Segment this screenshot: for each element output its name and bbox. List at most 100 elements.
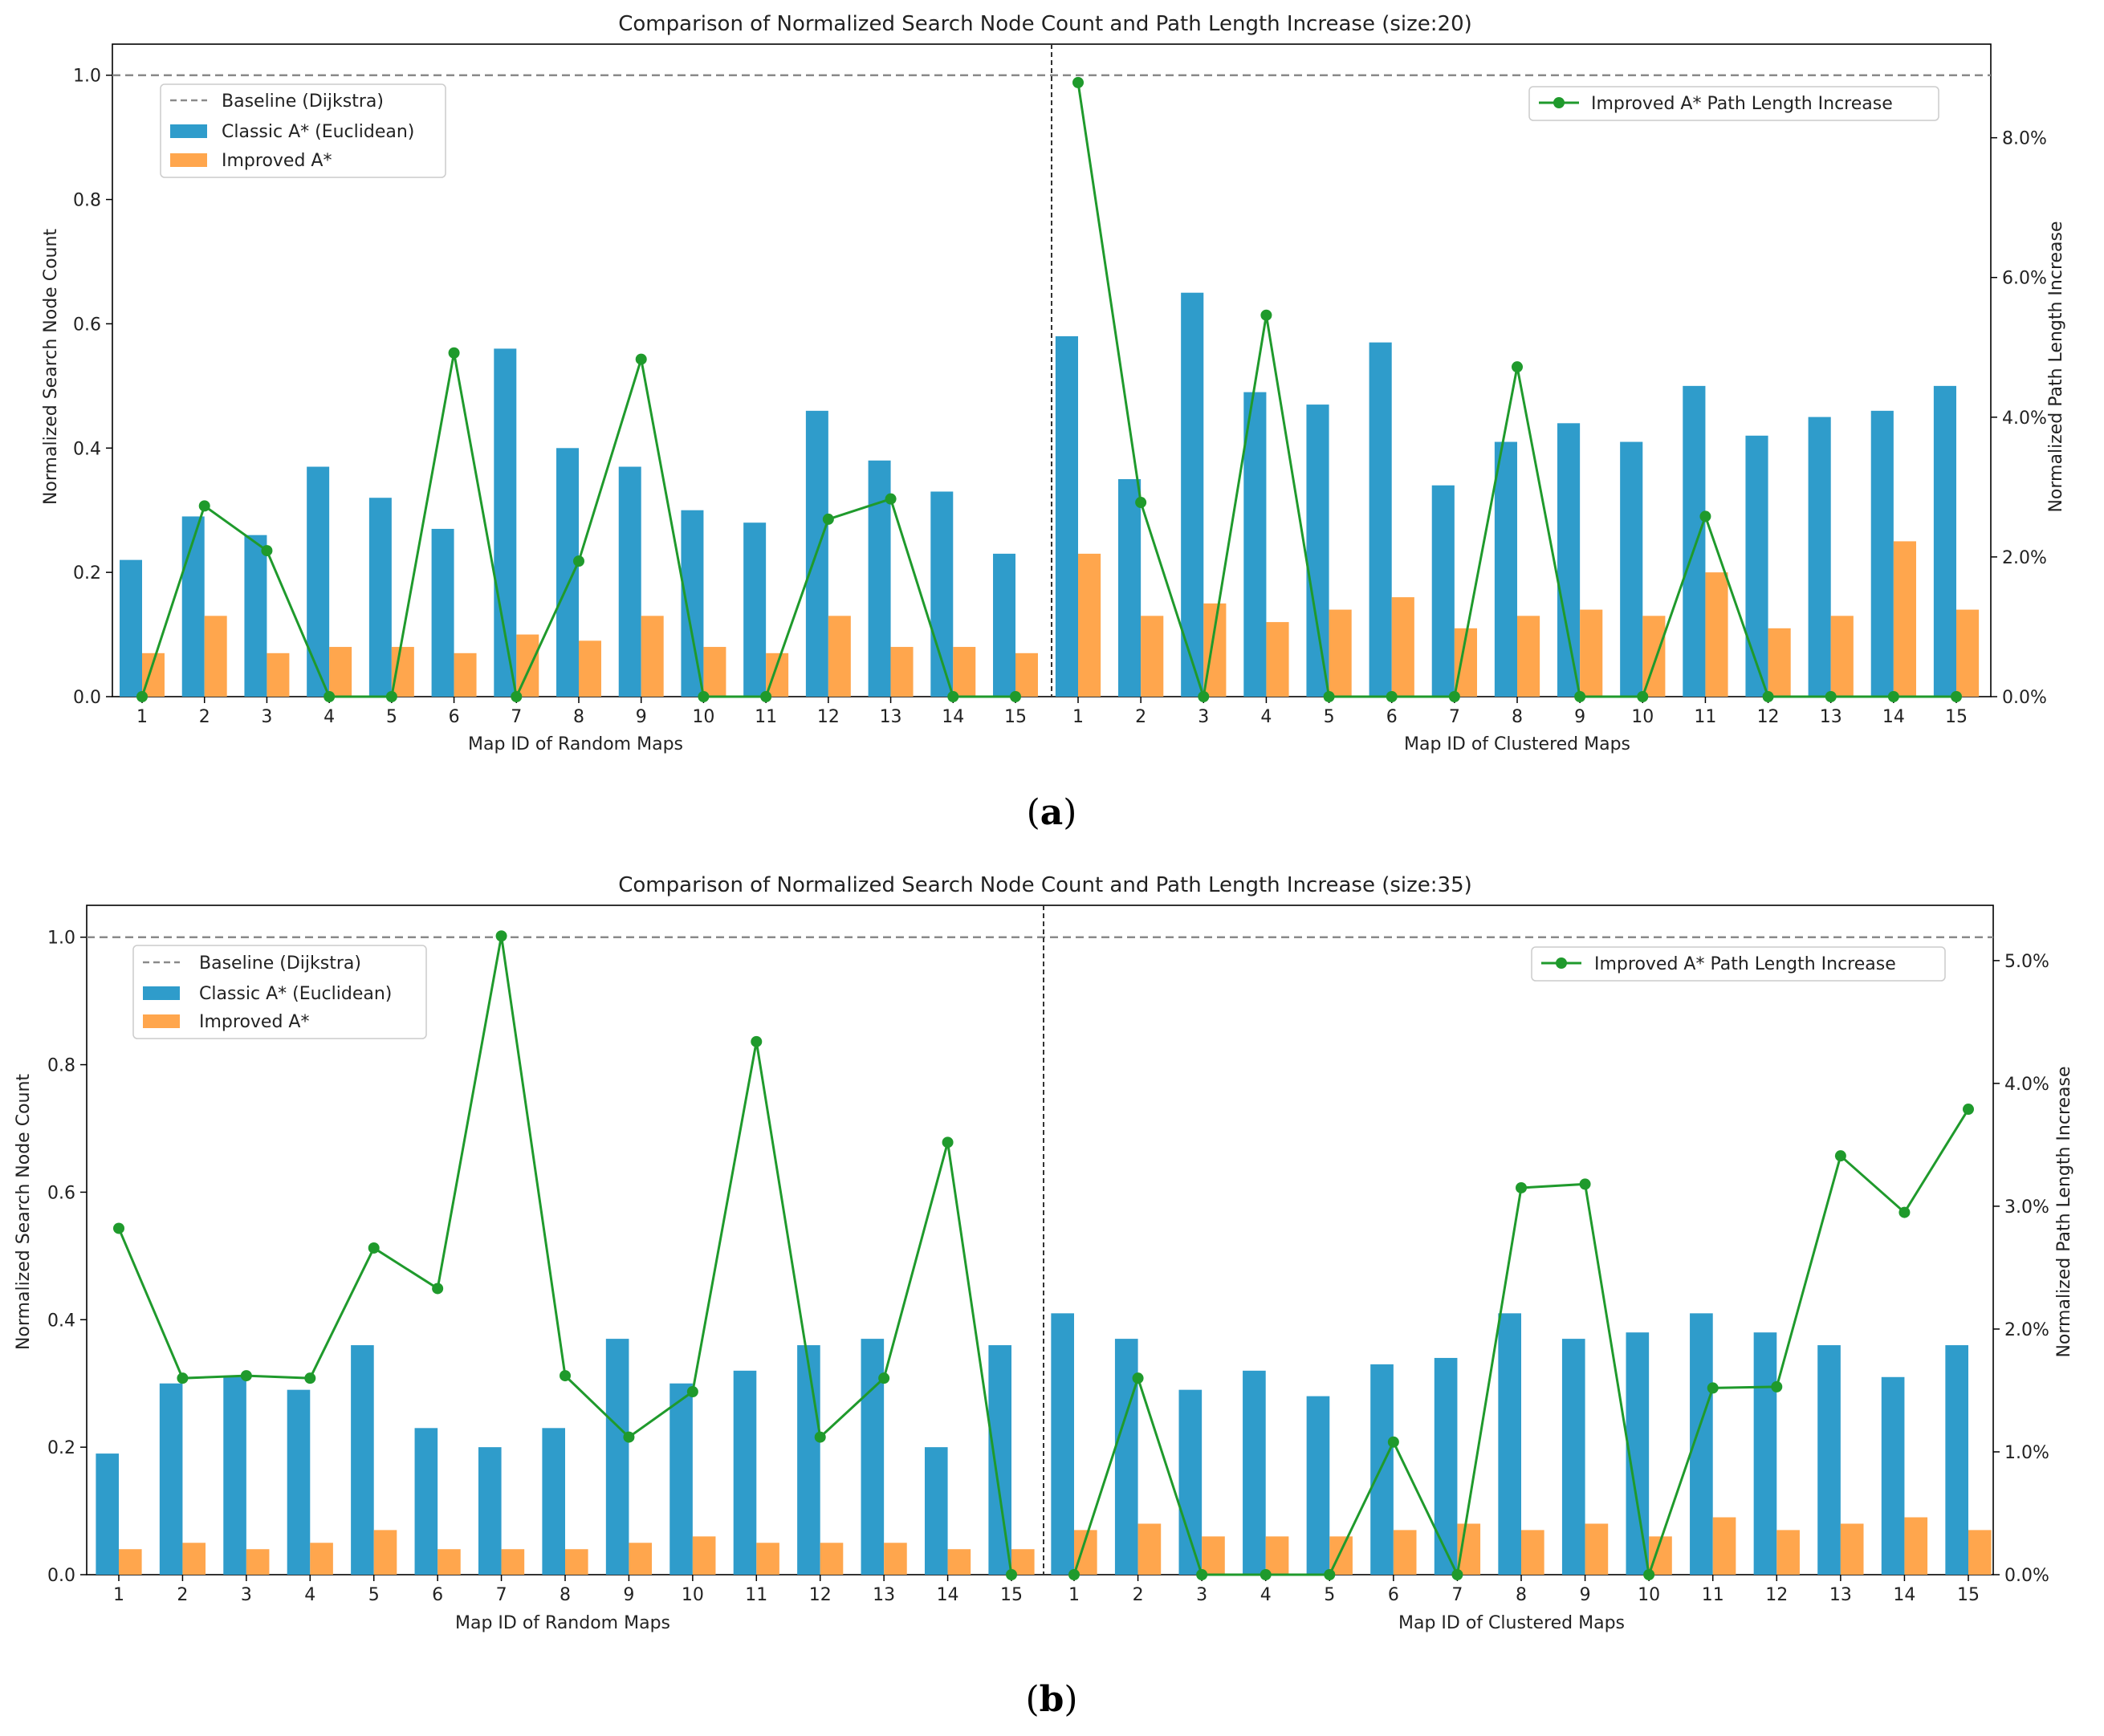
chart-b-x-tick-label: 14 [1893,1585,1915,1605]
chart-b-path-length-point [1516,1181,1527,1193]
chart-b-x-axis-label-clustered: Map ID of Clustered Maps [1398,1613,1625,1633]
chart-b-bar-improved [884,1543,907,1575]
chart-b-bar-improved [1840,1523,1864,1575]
chart-b-x-tick-label: 2 [177,1585,188,1605]
chart-b-bar-improved [1521,1530,1544,1575]
chart-a-x-tick-label: 8 [573,707,584,727]
chart-b-bar-classic [223,1376,246,1575]
chart-b-bar-improved [501,1549,525,1575]
chart-a-y-tick-label: 0.8 [73,191,101,211]
chart-b-y-tick-label: 0.6 [47,1183,75,1203]
chart-b-x-tick-label: 5 [1324,1585,1335,1605]
chart-a-x-tick-label: 2 [1135,707,1146,727]
chart-b-path-length-point [177,1372,189,1384]
chart-a-path-length-point [1951,691,1962,702]
chart-b-bar-improved [692,1536,716,1575]
chart-b-legend-left: Baseline (Dijkstra) Classic A* (Euclidea… [132,945,427,1039]
chart-b-bar-classic [159,1383,183,1575]
chart-b-bar-improved [947,1549,971,1575]
chart-b-y-tick-label: 1.0 [47,929,75,949]
chart-b-x-tick-label: 1 [1068,1585,1080,1605]
chart-a-bar-improved [1705,572,1728,697]
chart-a-path-length-point [573,555,584,567]
chart-a-legend-left-frame [160,83,446,178]
chart-b-path-length-point [1707,1382,1719,1394]
chart-a-title: Comparison of Normalized Search Node Cou… [618,12,1472,36]
chart-a-path-length-point [1323,691,1335,702]
chart-b-bar-improved [182,1543,206,1575]
chart-b-bar-classic [1881,1376,1905,1575]
chart-a-bar-classic [1933,385,1956,697]
chart-a-path-length-point [1762,691,1774,702]
chart-a-path-length-point [261,545,273,557]
chart-b-x-tick-label: 1 [113,1585,124,1605]
chart-b-bar-classic [478,1447,502,1575]
chart-b-bar-classic [797,1345,820,1575]
chart-a-legend-left: Baseline (Dijkstra) Classic A* (Euclidea… [160,83,446,178]
chart-a-legend-line-label: Improved A* Path Length Increase [1591,94,1893,114]
chart-a-bar-improved [204,616,227,697]
chart-b-x-tick-label: 6 [1388,1585,1399,1605]
chart-a-x-tick-label: 2 [199,707,210,727]
chart-a-bar-classic [1683,385,1706,697]
chart-a-path-length-point [947,691,959,702]
chart-a-x-tick-label: 13 [880,707,902,727]
chart-b-legend-improved-swatch [143,1014,180,1028]
chart-b-bar-classic [1051,1313,1074,1575]
chart-a-bar-improved [1517,616,1540,697]
chart-a-x-tick-label: 4 [1260,707,1272,727]
chart-a-bar-classic [1055,335,1078,697]
chart-b-path-length-point [814,1431,826,1443]
chart-a-y-tick-label: 0.2 [73,563,101,583]
chart-b-y2-tick-label: 1.0% [2004,1443,2049,1463]
chart-b-path-length-point [942,1136,954,1149]
chart-a-bar-classic [494,348,517,697]
caption-a: (a) [1027,792,1077,833]
chart-a-path-length-point [1448,691,1460,702]
chart-a-y-tick-label: 0.0 [73,688,101,708]
chart-a-bar-improved [703,647,726,697]
chart-a-x-tick-label: 14 [1882,707,1905,727]
chart-a-legend-right-frame [1528,86,1939,121]
chart-a-bar-classic [307,466,330,697]
chart-b-bar-improved [1265,1536,1289,1575]
chart-b-path-length-point [560,1370,571,1382]
chart-a-x-tick-label: 3 [1198,707,1209,727]
chart-a-x-tick-label: 8 [1512,707,1523,727]
chart-a-bar-classic [1808,417,1831,697]
chart-b-path-length-point [368,1242,380,1254]
chart-b-bar-classic [414,1428,438,1575]
chart-a-path-length-point [1637,691,1649,702]
chart-b-y2-axis-label: Normalized Path Length Increase [2054,1066,2074,1357]
chart-b-path-length-point [113,1222,124,1234]
chart-a-path-length-point [136,691,148,702]
chart-a-bar-classic [1620,441,1643,697]
chart-b-path-length-point [623,1431,635,1443]
chart-a-path-length-point [1887,691,1899,702]
chart-a-x-tick-label: 6 [449,707,460,727]
chart-a-path-length-point [1072,76,1084,88]
chart-a-y2-tick-label: 2.0% [2002,548,2047,568]
chart-b-legend-left-frame [132,945,427,1039]
chart-a-x-tick-label: 7 [511,707,522,727]
chart-b-bar-classic [287,1389,311,1575]
chart-b-x-axis-label-random: Map ID of Random Maps [455,1613,670,1633]
chart-a-bar-improved [1768,628,1791,697]
chart-b-bar-classic [1498,1313,1521,1575]
chart-a-x-tick-label: 5 [386,707,397,727]
chart-b-axes-frame [86,905,1994,1575]
chart-b-x-tick-label: 10 [1638,1585,1660,1605]
chart-a-bar-classic [368,498,392,697]
chart-a-bar-classic [1557,423,1581,697]
chart-b-bar-improved [565,1549,588,1575]
chart-a-bar-improved [1580,609,1603,697]
chart-a-x-tick-label: 7 [1449,707,1460,727]
chart-a-path-length-point [1574,691,1586,702]
chart-a-legend-improved-label: Improved A* [222,151,332,171]
chart-b-bar-improved [1968,1530,1992,1575]
chart-b-bar-improved [1585,1523,1609,1575]
chart-a-x-axis-label-clustered: Map ID of Clustered Maps [1404,734,1630,754]
chart-b-bar-improved [820,1543,844,1575]
chart-a-y-tick-label: 0.4 [73,439,101,459]
